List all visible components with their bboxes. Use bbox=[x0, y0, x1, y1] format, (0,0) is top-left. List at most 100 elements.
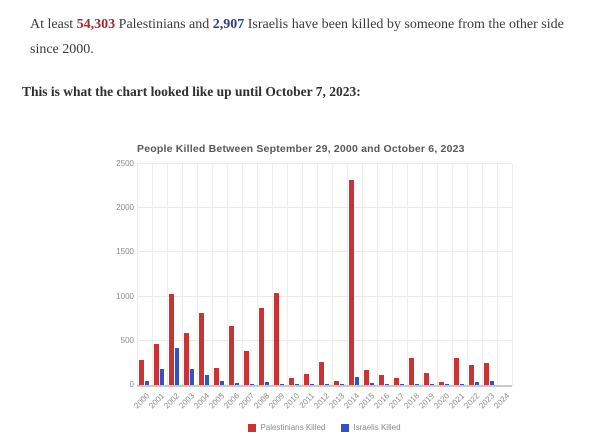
bar-israelis-2016[interactable] bbox=[384, 383, 389, 385]
bar-israelis-2012[interactable] bbox=[324, 384, 329, 385]
x-gridline bbox=[257, 164, 258, 385]
y-axis-tick-label: 1000 bbox=[116, 291, 134, 301]
legend-item-israelis-killed[interactable]: Israelis Killed bbox=[341, 423, 401, 432]
bar-israelis-2019[interactable] bbox=[429, 384, 434, 385]
x-gridline bbox=[407, 164, 408, 385]
chart-legend: Palestinians Killed Israelis Killed bbox=[137, 423, 512, 432]
bar-palestinians-2013[interactable] bbox=[334, 381, 339, 385]
y-axis-tick-label: 2500 bbox=[116, 159, 134, 168]
bar-israelis-2023[interactable] bbox=[489, 381, 494, 385]
legend-swatch-icon bbox=[341, 423, 350, 432]
y-axis-tick-label: 1500 bbox=[116, 247, 134, 257]
x-axis-labels: 2000 2001 2002 2003 2004 2005 2006 2007 2008 2009… bbox=[132, 385, 512, 415]
bar-palestinians-2003[interactable] bbox=[184, 332, 189, 385]
x-gridline bbox=[422, 164, 423, 385]
legend-swatch-icon bbox=[248, 423, 257, 432]
bar-palestinians-2014[interactable] bbox=[349, 180, 354, 385]
x-gridline bbox=[497, 164, 498, 385]
bar-israelis-2011[interactable] bbox=[309, 384, 314, 385]
x-gridline bbox=[182, 164, 183, 385]
bar-palestinians-2002[interactable] bbox=[169, 293, 174, 385]
x-gridline bbox=[317, 164, 318, 385]
x-gridline bbox=[512, 164, 513, 385]
bar-palestinians-2004[interactable] bbox=[199, 312, 204, 385]
intro-text-start: At least bbox=[30, 17, 77, 32]
x-gridline bbox=[137, 164, 138, 385]
x-gridline bbox=[242, 164, 243, 385]
chart-caption: This is what the chart looked like up un… bbox=[22, 84, 361, 99]
x-gridline bbox=[212, 164, 213, 385]
bar-palestinians-2017[interactable] bbox=[394, 377, 399, 385]
y-axis-tick-label: 500 bbox=[120, 335, 134, 345]
palestinian-death-count: 54,303 bbox=[76, 17, 116, 32]
legend-label: Palestinians Killed bbox=[260, 423, 326, 432]
x-gridline bbox=[287, 164, 288, 385]
y-gridline bbox=[137, 207, 512, 209]
legend-item-palestinians-killed[interactable]: Palestinians Killed bbox=[248, 423, 325, 432]
bar-israelis-2021[interactable] bbox=[459, 384, 464, 385]
bar-palestinians-2021[interactable] bbox=[454, 358, 459, 385]
bar-palestinians-2009[interactable] bbox=[274, 292, 279, 385]
bar-israelis-2015[interactable] bbox=[369, 382, 374, 385]
article-page: At least 54,303 Palestinians and 2,907 I… bbox=[0, 12, 601, 436]
legend-label: Israelis Killed bbox=[353, 423, 401, 432]
x-gridline bbox=[347, 164, 348, 385]
bar-israelis-2013[interactable] bbox=[339, 384, 344, 385]
x-gridline bbox=[302, 164, 303, 385]
bar-palestinians-2020[interactable] bbox=[439, 382, 444, 385]
bar-israelis-2017[interactable] bbox=[399, 383, 404, 385]
x-gridline bbox=[152, 164, 153, 385]
bar-palestinians-2005[interactable] bbox=[214, 368, 219, 385]
x-gridline bbox=[197, 164, 198, 385]
bar-israelis-2000[interactable] bbox=[144, 381, 149, 385]
y-gridline bbox=[137, 339, 512, 341]
intro-paragraph: At least 54,303 Palestinians and 2,907 I… bbox=[30, 12, 590, 62]
bar-palestinians-2006[interactable] bbox=[229, 326, 234, 385]
bar-palestinians-2010[interactable] bbox=[289, 377, 294, 385]
x-gridline bbox=[482, 164, 483, 385]
chart-title: People Killed Between September 29, 2000… bbox=[137, 143, 465, 155]
bar-palestinians-2018[interactable] bbox=[409, 358, 414, 385]
x-gridline bbox=[227, 164, 228, 385]
israeli-death-count: 2,907 bbox=[212, 17, 245, 32]
y-gridline bbox=[137, 295, 512, 297]
bar-israelis-2010[interactable] bbox=[294, 384, 299, 385]
bar-israelis-2008[interactable] bbox=[264, 381, 269, 385]
intro-text-end: Israelis have been killed by someone fro… bbox=[30, 17, 564, 57]
bar-israelis-2004[interactable] bbox=[204, 375, 209, 385]
x-gridline bbox=[332, 164, 333, 385]
bar-israelis-2005[interactable] bbox=[219, 380, 224, 385]
bar-palestinians-2022[interactable] bbox=[469, 365, 474, 385]
bar-israelis-2001[interactable] bbox=[159, 368, 164, 385]
bar-palestinians-2008[interactable] bbox=[259, 308, 264, 385]
x-gridline bbox=[167, 164, 168, 385]
bar-palestinians-2015[interactable] bbox=[364, 369, 369, 385]
bar-israelis-2014[interactable] bbox=[354, 377, 359, 385]
bar-palestinians-2016[interactable] bbox=[379, 375, 384, 385]
y-axis-tick-label: 2000 bbox=[116, 203, 134, 213]
bar-palestinians-2001[interactable] bbox=[154, 343, 159, 385]
bar-palestinians-2023[interactable] bbox=[484, 363, 489, 385]
bar-chart: People Killed Between September 29, 2000… bbox=[107, 143, 601, 432]
x-gridline bbox=[467, 164, 468, 385]
x-gridline bbox=[377, 164, 378, 385]
intro-text-middle: Palestinians and bbox=[115, 17, 213, 32]
bar-israelis-2009[interactable] bbox=[279, 384, 284, 385]
bar-israelis-2002[interactable] bbox=[174, 347, 179, 385]
x-gridline bbox=[452, 164, 453, 385]
bar-palestinians-2019[interactable] bbox=[424, 373, 429, 385]
bar-israelis-2020[interactable] bbox=[444, 384, 449, 385]
bar-palestinians-2000[interactable] bbox=[139, 360, 144, 385]
bar-palestinians-2012[interactable] bbox=[319, 362, 324, 385]
chart-plot-area: 2000 2001 2002 2003 2004 2005 2006 2007 2008 2009… bbox=[116, 159, 513, 410]
x-gridline bbox=[437, 164, 438, 385]
y-axis-tick-label: 0 bbox=[129, 380, 134, 389]
y-gridline bbox=[137, 163, 512, 164]
bar-israelis-2003[interactable] bbox=[189, 368, 194, 385]
bar-israelis-2018[interactable] bbox=[414, 383, 419, 385]
bar-palestinians-2007[interactable] bbox=[244, 350, 249, 385]
bar-israelis-2022[interactable] bbox=[474, 382, 479, 385]
bar-israelis-2007[interactable] bbox=[249, 383, 254, 385]
bar-palestinians-2011[interactable] bbox=[304, 374, 309, 385]
bar-israelis-2006[interactable] bbox=[234, 382, 239, 385]
